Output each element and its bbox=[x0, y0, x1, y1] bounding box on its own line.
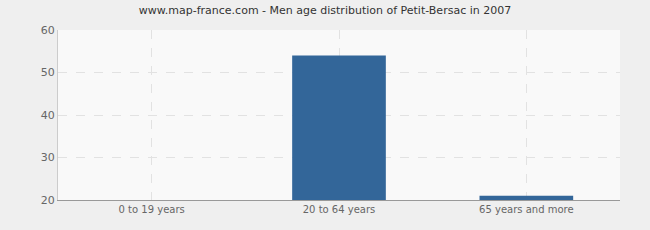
svg-text:50: 50 bbox=[41, 66, 55, 79]
svg-text:30: 30 bbox=[41, 151, 55, 164]
svg-text:40: 40 bbox=[41, 109, 55, 122]
svg-text:60: 60 bbox=[41, 24, 55, 37]
svg-text:0 to 19 years: 0 to 19 years bbox=[119, 204, 185, 215]
svg-text:20: 20 bbox=[41, 194, 55, 207]
svg-text:20 to 64 years: 20 to 64 years bbox=[303, 204, 376, 215]
svg-text:65 years and more: 65 years and more bbox=[479, 204, 574, 215]
svg-text:www.map-france.com - Men age d: www.map-france.com - Men age distributio… bbox=[139, 4, 511, 17]
